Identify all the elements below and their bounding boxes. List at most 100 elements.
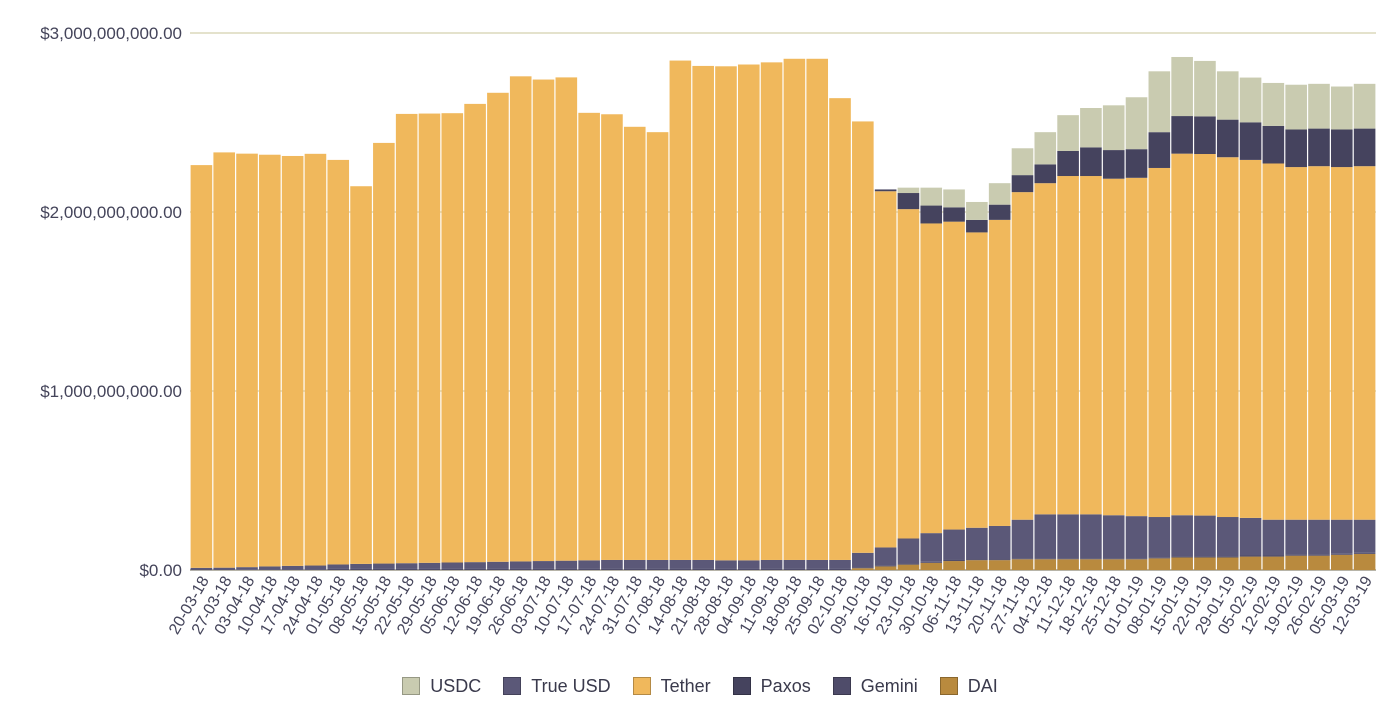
legend-item-tether[interactable]: Tether	[632, 675, 711, 697]
legend-item-paxos[interactable]: Paxos	[732, 676, 811, 697]
legend-item-dai[interactable]: DAI	[939, 676, 998, 697]
bar-segment-tether	[601, 114, 623, 560]
bar-stack	[441, 113, 464, 570]
bar-segment-true-usd	[1034, 514, 1057, 559]
bar-segment-true-usd	[236, 567, 258, 570]
bar-segment-usdc	[1011, 148, 1034, 176]
bar-segment-usdc	[1239, 77, 1262, 123]
bar-segment-tether	[852, 121, 874, 553]
bar-stack	[304, 153, 327, 570]
bar-segment-usdc	[920, 187, 943, 206]
bar-segment-gemini	[737, 568, 760, 570]
bar-segment-gemini	[669, 568, 692, 570]
bar-stack	[350, 186, 372, 570]
bar-segment-true-usd	[897, 538, 920, 564]
bar-segment-tether	[1285, 167, 1307, 520]
bar-segment-paxos	[1194, 116, 1216, 155]
legend-item-usdc[interactable]: USDC	[402, 676, 481, 697]
bar-segment-true-usd	[943, 529, 965, 560]
bar-segment-true-usd	[1285, 519, 1307, 555]
bar-segment-paxos	[1285, 129, 1307, 168]
bar-segment-gemini	[259, 569, 281, 570]
bar-segment-dai	[852, 568, 874, 570]
bar-segment-tether	[1194, 154, 1216, 516]
bar-segment-tether	[1308, 166, 1330, 520]
bar-segment-gemini	[281, 569, 304, 570]
bar-stack	[281, 155, 304, 570]
bar-stack	[1285, 84, 1307, 570]
legend-label: Tether	[660, 675, 711, 696]
bar-segment-usdc	[1308, 83, 1330, 129]
bar-segment-paxos	[1171, 116, 1193, 154]
bar-segment-dai	[1034, 559, 1057, 570]
bar-segment-dai	[943, 561, 965, 570]
bar-segment-paxos	[1239, 122, 1262, 160]
bar-segment-gemini	[578, 568, 600, 570]
bar-segment-tether	[1125, 177, 1148, 517]
bars	[190, 56, 1376, 571]
bar-segment-paxos	[1080, 147, 1102, 177]
bar-segment-paxos	[1125, 149, 1148, 178]
bar-stack	[920, 187, 943, 570]
bar-segment-gemini	[213, 569, 236, 570]
bar-stack	[1057, 115, 1079, 570]
legend-item-true-usd[interactable]: True USD	[503, 676, 611, 697]
bar-segment-gemini	[1125, 558, 1148, 560]
bar-segment-tether	[395, 113, 418, 564]
bar-segment-true-usd	[1308, 519, 1330, 555]
bar-segment-dai	[988, 560, 1011, 570]
bar-segment-tether	[1353, 166, 1376, 520]
bar-stack	[395, 113, 418, 570]
bar-segment-tether	[988, 219, 1011, 526]
bar-stack	[692, 65, 714, 570]
bar-segment-tether	[1011, 192, 1034, 520]
bar-segment-gemini	[1080, 558, 1102, 560]
bar-stack	[418, 113, 441, 570]
bar-segment-gemini	[829, 568, 851, 570]
y-tick-label: $0.00	[139, 561, 182, 580]
bar-segment-true-usd	[669, 559, 692, 569]
bar-segment-tether	[441, 113, 464, 563]
bar-segment-tether	[783, 58, 806, 560]
bar-segment-true-usd	[1011, 519, 1034, 559]
bar-segment-true-usd	[1353, 519, 1376, 553]
bar-segment-tether	[715, 66, 737, 561]
bar-segment-tether	[829, 98, 851, 560]
bar-stack	[1262, 82, 1285, 570]
bar-stack	[578, 112, 600, 570]
bar-segment-paxos	[1262, 125, 1285, 164]
bar-stack	[1125, 97, 1148, 570]
bar-segment-true-usd	[601, 559, 623, 569]
bar-segment-gemini	[1148, 557, 1171, 559]
bar-segment-usdc	[897, 187, 920, 194]
legend-item-gemini[interactable]: Gemini	[832, 676, 918, 697]
bar-segment-tether	[373, 142, 395, 564]
legend-swatch	[402, 677, 421, 695]
bar-segment-tether	[943, 221, 965, 530]
y-tick-label: $2,000,000,000.00	[40, 203, 182, 222]
x-axis: 20-03-1827-03-1803-04-1810-04-1817-04-18…	[166, 573, 1376, 637]
bar-segment-gemini	[806, 568, 829, 570]
bar-segment-gemini	[350, 568, 372, 570]
bar-segment-dai	[966, 560, 988, 570]
bar-segment-gemini	[327, 568, 350, 570]
bar-segment-paxos	[920, 205, 943, 224]
bar-segment-dai	[874, 566, 897, 570]
bar-segment-usdc	[1353, 83, 1376, 129]
bar-segment-paxos	[897, 193, 920, 210]
bar-segment-true-usd	[988, 525, 1011, 560]
bar-segment-true-usd	[852, 552, 874, 568]
bar-stack	[1308, 83, 1330, 570]
bar-segment-usdc	[966, 201, 988, 220]
bar-segment-gemini	[373, 568, 395, 570]
bar-segment-tether	[464, 103, 486, 563]
bar-segment-gemini	[1239, 555, 1262, 557]
bar-segment-dai	[1102, 559, 1125, 570]
bar-segment-gemini	[1171, 556, 1193, 558]
bar-segment-true-usd	[1216, 517, 1239, 557]
bar-segment-paxos	[988, 204, 1011, 220]
bar-segment-usdc	[943, 189, 965, 208]
bar-stack	[829, 98, 851, 570]
bar-stack	[327, 159, 350, 570]
bar-stack	[213, 152, 236, 570]
